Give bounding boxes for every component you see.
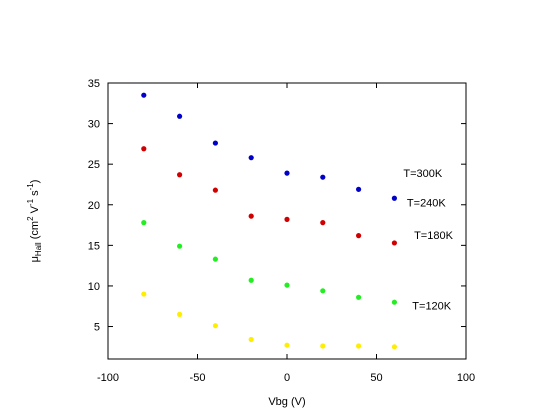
y-tick-label: 15: [88, 240, 100, 252]
data-point: [284, 216, 290, 222]
data-points: [141, 92, 397, 350]
x-tick-label: 50: [370, 372, 382, 384]
data-point: [248, 277, 254, 283]
data-point: [248, 213, 254, 219]
data-point: [284, 282, 290, 288]
data-point: [141, 92, 147, 98]
y-tick-label: 35: [88, 78, 100, 90]
data-point: [320, 220, 326, 226]
series-label: T=300K: [403, 168, 442, 180]
data-point: [141, 291, 147, 297]
axis-ticks: [107, 82, 467, 359]
data-point: [141, 146, 147, 152]
y-tick-label: 20: [88, 200, 100, 212]
data-point: [320, 288, 326, 294]
axis-tick-labels: -100 -50 0 50 100 5 10 15 20 25 30 35: [88, 78, 475, 384]
x-tick-label: -50: [190, 372, 206, 384]
series-label: T=180K: [414, 230, 453, 242]
data-point: [177, 243, 183, 249]
data-point: [356, 233, 362, 239]
x-tick-label: -100: [97, 372, 119, 384]
y-tick-label: 25: [88, 159, 100, 171]
data-point: [141, 220, 147, 226]
data-point: [391, 195, 397, 201]
data-point: [356, 294, 362, 300]
series-annotations: T=300K T=240K T=180K T=120K: [403, 168, 453, 312]
data-point: [356, 186, 362, 192]
data-point: [320, 174, 326, 180]
data-point: [212, 256, 218, 262]
x-tick-label: 100: [457, 372, 475, 384]
data-point: [248, 336, 254, 343]
data-point: [177, 172, 183, 178]
data-point: [284, 170, 290, 176]
data-point: [177, 311, 183, 317]
series-label: T=240K: [407, 197, 446, 209]
data-point: [177, 113, 183, 119]
data-point: [356, 343, 362, 349]
y-tick-label: 10: [88, 281, 100, 293]
data-point: [284, 342, 290, 348]
data-point: [212, 187, 218, 193]
data-point: [320, 343, 326, 349]
data-point: [391, 344, 397, 350]
y-tick-label: 5: [94, 322, 100, 334]
x-tick-label: 0: [284, 372, 290, 384]
data-point: [212, 140, 218, 146]
y-axis-label: μHall (cm2 V-1 s-1): [26, 180, 43, 263]
data-point: [212, 323, 218, 329]
data-point: [391, 299, 397, 305]
series-label: T=120K: [412, 300, 451, 312]
data-point: [391, 240, 397, 246]
y-tick-label: 30: [88, 119, 100, 131]
data-point: [248, 155, 254, 161]
x-axis-label: Vbg (V): [268, 396, 305, 408]
